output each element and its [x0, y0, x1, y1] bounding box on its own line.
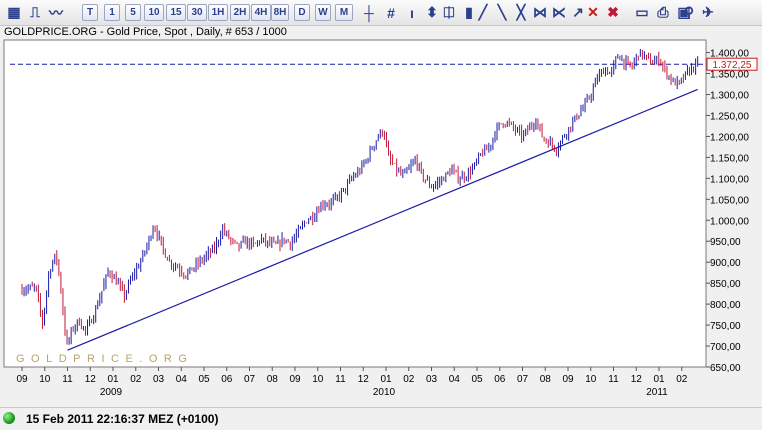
y-tick-label: 1.250,00 [710, 111, 749, 122]
x-tick-label: 09 [562, 374, 574, 385]
x-tick-label: 05 [471, 374, 483, 385]
connection-status-icon [3, 412, 15, 424]
chart-info: GOLDPRICE.ORG - Gold Price, Spot , Daily… [4, 26, 287, 38]
interval-4h-button[interactable]: 4H [251, 4, 271, 21]
plot-area [4, 40, 706, 367]
interval-daily-button[interactable]: D [294, 4, 310, 21]
support-trendline [67, 88, 698, 351]
interval-monthly-button[interactable]: M [335, 4, 353, 21]
plot-frame [3, 39, 707, 368]
toolbar: ▦ ⎍ 〰 T 1 5 10 15 30 1H 2H 4H 8H D W M ┼ # ı ⬍ ⎅ ▮ ╱ ╲ ╳ ⋈ ⋉ ↗ ✕ ✖ ▭ ⎙ ▣… [0, 0, 762, 26]
x-year-label: 2011 [646, 387, 668, 398]
x-tick-label: 11 [62, 374, 73, 385]
y-tick-label: 1.000,00 [710, 216, 749, 227]
x-tick-label: 02 [403, 374, 415, 385]
info-icon[interactable]: ı [410, 4, 414, 21]
y-tick-label: 1.050,00 [710, 195, 749, 206]
pan-icon[interactable]: ✈ [702, 4, 714, 20]
x-tick-label: 12 [631, 374, 643, 385]
fibonacci-icon[interactable]: ⋈ [533, 4, 547, 20]
y-tick-label: 1.150,00 [710, 153, 749, 164]
x-tick-label: 01 [107, 374, 119, 385]
x-tick-label: 09 [16, 374, 28, 385]
watermark-text: GOLDPRICE.ORG [16, 353, 193, 365]
x-tick-label: 01 [380, 374, 392, 385]
bar-chart-type-icon[interactable]: ▦ [7, 4, 21, 20]
x-year-label: 2010 [373, 387, 396, 398]
interval-1h-button[interactable]: 1H [208, 4, 228, 21]
y-tick-label: 650,00 [710, 363, 741, 374]
y-tick-label: 900,00 [710, 258, 741, 269]
x-tick-label: 06 [494, 374, 506, 385]
x-tick-label: 03 [426, 374, 438, 385]
interval-8h-button[interactable]: 8H [271, 4, 289, 21]
delete-all-icon[interactable]: ✖ [607, 4, 619, 20]
trendline-icon[interactable]: ╱ [478, 4, 488, 20]
x-tick-label: 07 [517, 374, 529, 385]
x-tick-label: 11 [335, 374, 346, 385]
x-year-label: 2009 [100, 387, 123, 398]
interval-1-button[interactable]: 1 [104, 4, 120, 21]
y-tick-label: 750,00 [710, 321, 741, 332]
x-tick-label: 04 [449, 374, 461, 385]
interval-30-button[interactable]: 30 [187, 4, 207, 21]
grid-icon[interactable]: # [387, 4, 395, 21]
x-tick-label: 03 [153, 374, 165, 385]
gann-icon[interactable]: ⋉ [552, 4, 566, 20]
ohlc-chart-type-icon[interactable]: ⎍ [30, 4, 40, 20]
x-tick-label: 01 [653, 374, 665, 385]
page-setup-icon[interactable]: ▭ [635, 4, 649, 20]
crosshair-icon[interactable]: ┼ [364, 4, 374, 21]
save-icon[interactable]: ▣ [677, 4, 691, 20]
last-price-label: 1.372,25 [713, 60, 752, 71]
status-bar: 15 Feb 2011 22:16:37 MEZ (+0100) [0, 407, 762, 430]
x-tick-label: 12 [85, 374, 97, 385]
y-tick-label: 850,00 [710, 279, 741, 290]
y-tick-label: 1.350,00 [710, 70, 749, 81]
auto-scale-icon[interactable]: ⎅ [443, 4, 455, 20]
zoom-icon[interactable]: ⚲ [683, 4, 695, 20]
y-tick-label: 1.400,00 [710, 49, 749, 60]
last-price-box [706, 57, 758, 71]
x-tick-label: 09 [289, 374, 301, 385]
tick-interval-button[interactable]: T [82, 4, 98, 21]
interval-5-button[interactable]: 5 [125, 4, 141, 21]
x-tick-label: 06 [221, 374, 233, 385]
price-chart[interactable]: GOLDPRICE.ORG 650,00 700,00 750,00 800,00 850… [0, 0, 762, 405]
y-tick-label: 950,00 [710, 237, 741, 248]
x-tick-label: 12 [358, 374, 370, 385]
arrow-tool-icon[interactable]: ↗ [572, 4, 584, 20]
x-tick-label: 08 [540, 374, 552, 385]
interval-15-button[interactable]: 15 [166, 4, 186, 21]
x-tick-label: 11 [608, 374, 619, 385]
x-tick-label: 05 [198, 374, 210, 385]
x-tick-label: 07 [244, 374, 256, 385]
interval-2h-button[interactable]: 2H [230, 4, 250, 21]
channel-icon[interactable]: ╳ [516, 4, 526, 20]
y-tick-label: 1.200,00 [710, 132, 749, 143]
status-datetime: 15 Feb 2011 22:16:37 MEZ (+0100) [26, 412, 219, 426]
x-tick-label: 08 [267, 374, 279, 385]
y-tick-label: 1.100,00 [710, 174, 749, 185]
volume-icon[interactable]: ▮ [465, 4, 473, 20]
x-tick-label: 10 [585, 374, 597, 385]
x-tick-label: 04 [176, 374, 188, 385]
line-chart-type-icon[interactable]: 〰 [49, 4, 63, 21]
interval-weekly-button[interactable]: W [315, 4, 331, 21]
print-icon[interactable]: ⎙ [657, 4, 669, 20]
y-tick-label: 700,00 [710, 342, 741, 353]
y-tick-label: 800,00 [710, 300, 741, 311]
x-tick-label: 02 [676, 374, 688, 385]
delete-icon[interactable]: ✕ [587, 4, 599, 20]
scale-icon[interactable]: ⬍ [426, 4, 438, 20]
trendline-down-icon[interactable]: ╲ [497, 4, 507, 20]
y-tick-label: 1.300,00 [710, 91, 749, 102]
x-tick-label: 02 [130, 374, 142, 385]
x-tick-label: 10 [39, 374, 51, 385]
x-tick-label: 10 [312, 374, 324, 385]
interval-10-button[interactable]: 10 [144, 4, 164, 21]
